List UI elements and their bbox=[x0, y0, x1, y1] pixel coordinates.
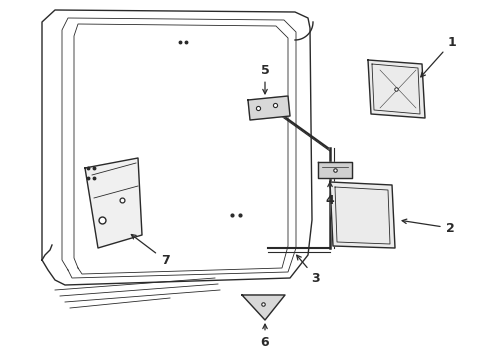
Polygon shape bbox=[368, 60, 425, 118]
Text: 7: 7 bbox=[131, 234, 170, 266]
Polygon shape bbox=[248, 96, 290, 120]
Polygon shape bbox=[242, 295, 285, 320]
Text: 3: 3 bbox=[297, 255, 320, 284]
Text: 6: 6 bbox=[261, 324, 270, 348]
Text: 1: 1 bbox=[421, 36, 456, 77]
Polygon shape bbox=[85, 158, 142, 248]
Text: 5: 5 bbox=[261, 63, 270, 94]
Polygon shape bbox=[330, 182, 395, 248]
Text: 2: 2 bbox=[402, 219, 454, 234]
Polygon shape bbox=[318, 162, 352, 178]
Text: 4: 4 bbox=[326, 182, 334, 207]
